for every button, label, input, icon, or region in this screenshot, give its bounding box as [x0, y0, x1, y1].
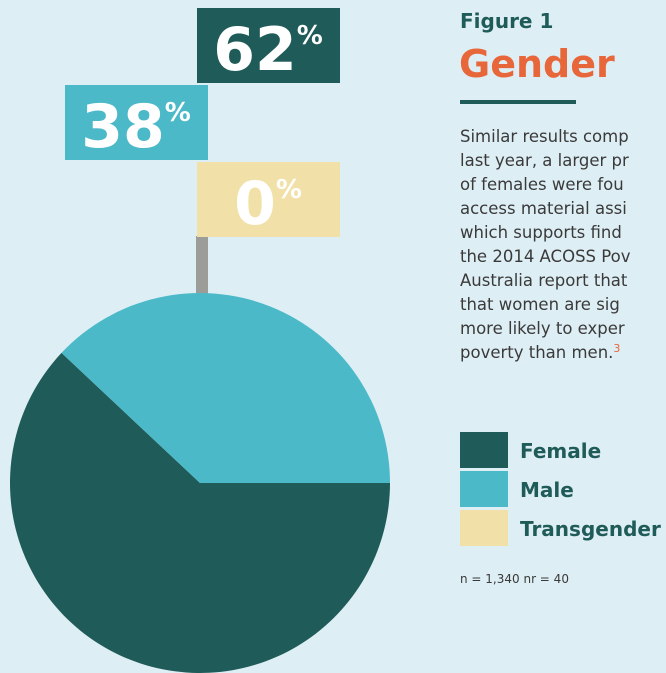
value-label: 0% — [234, 169, 302, 239]
label-pole — [196, 236, 208, 296]
title-rule — [460, 100, 576, 104]
value-label-box — [197, 162, 340, 237]
body-text: Similar results comp — [460, 127, 629, 146]
pie-slice — [9, 352, 390, 673]
body-text: that women are sig — [460, 295, 620, 314]
legend-label: Transgender — [520, 517, 661, 541]
pie-slice — [61, 292, 390, 483]
body-text: access material assi — [460, 199, 627, 218]
body-text: last year, a larger pr — [460, 151, 629, 170]
body-text: Australia report that — [460, 271, 628, 290]
value-label-box — [65, 85, 208, 160]
legend-swatch — [460, 471, 508, 507]
body-text: poverty than men.3 — [460, 342, 620, 362]
sample-note: n = 1,340 nr = 40 — [460, 572, 569, 586]
chart-title: Gender — [459, 42, 615, 86]
body-text: of females were fou — [460, 175, 624, 194]
value-label: 62% — [213, 15, 323, 85]
legend-label: Male — [520, 478, 574, 502]
value-label-box — [197, 8, 340, 83]
body-text: which supports find — [460, 223, 622, 242]
body-text: the 2014 ACOSS Pov — [460, 247, 631, 266]
footnote-ref: 3 — [613, 342, 620, 355]
value-label: 38% — [81, 92, 191, 162]
legend-swatch — [460, 432, 508, 468]
body-text: more likely to exper — [460, 319, 625, 338]
legend-label: Female — [520, 439, 601, 463]
figure-number: Figure 1 — [460, 9, 553, 33]
legend-swatch — [460, 510, 508, 546]
